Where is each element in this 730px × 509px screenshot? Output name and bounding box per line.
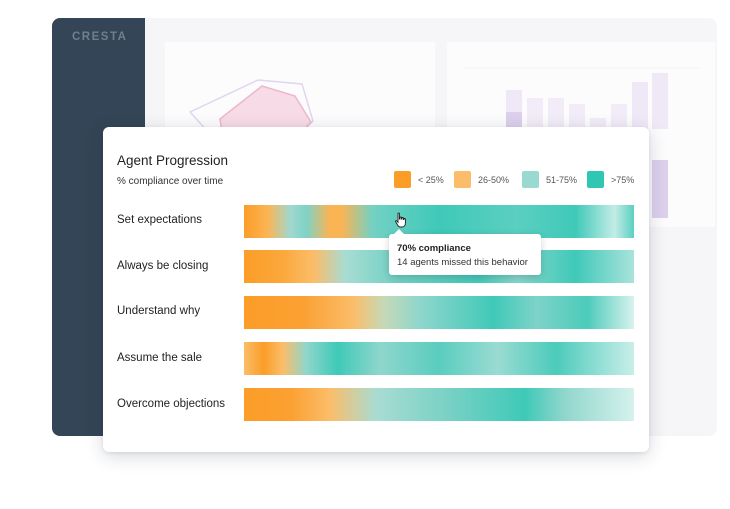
behavior-bar-overcome-objections[interactable] (244, 388, 634, 421)
behavior-bar-set-expectations[interactable] (244, 205, 634, 238)
brand-logo: CRESTA (72, 31, 128, 43)
legend-label: 51-75% (546, 174, 578, 185)
legend-label: < 25% (418, 174, 444, 185)
card-title: Agent Progression (117, 153, 229, 168)
row-label-set-expectations: Set expectations (117, 214, 203, 226)
legend-item-gt75: >75% (587, 171, 634, 188)
row-label-assume-the-sale: Assume the sale (117, 352, 203, 364)
tooltip-title: 70% compliance (397, 243, 471, 254)
row-label-understand-why: Understand why (117, 305, 201, 317)
legend-item-26-50: 26-50% (454, 171, 509, 188)
row-label-overcome-objections: Overcome objections (117, 398, 226, 410)
legend-swatch (394, 171, 411, 188)
legend-swatch (454, 171, 471, 188)
legend-swatch (522, 171, 539, 188)
compliance-tooltip: 70% compliance 14 agents missed this beh… (389, 229, 541, 275)
hand-cursor-icon (395, 212, 406, 228)
card-subtitle: % compliance over time (117, 176, 224, 187)
legend-item-lt25: < 25% (394, 171, 444, 188)
legend-label: >75% (611, 174, 635, 185)
behavior-bar-understand-why[interactable] (244, 296, 634, 329)
tooltip-text: 14 agents missed this behavior (397, 257, 528, 268)
legend-label: 26-50% (478, 174, 510, 185)
legend-item-51-75: 51-75% (522, 171, 577, 188)
legend-swatch (587, 171, 604, 188)
row-label-always-be-closing: Always be closing (117, 260, 209, 272)
behavior-bar-assume-the-sale[interactable] (244, 342, 634, 375)
